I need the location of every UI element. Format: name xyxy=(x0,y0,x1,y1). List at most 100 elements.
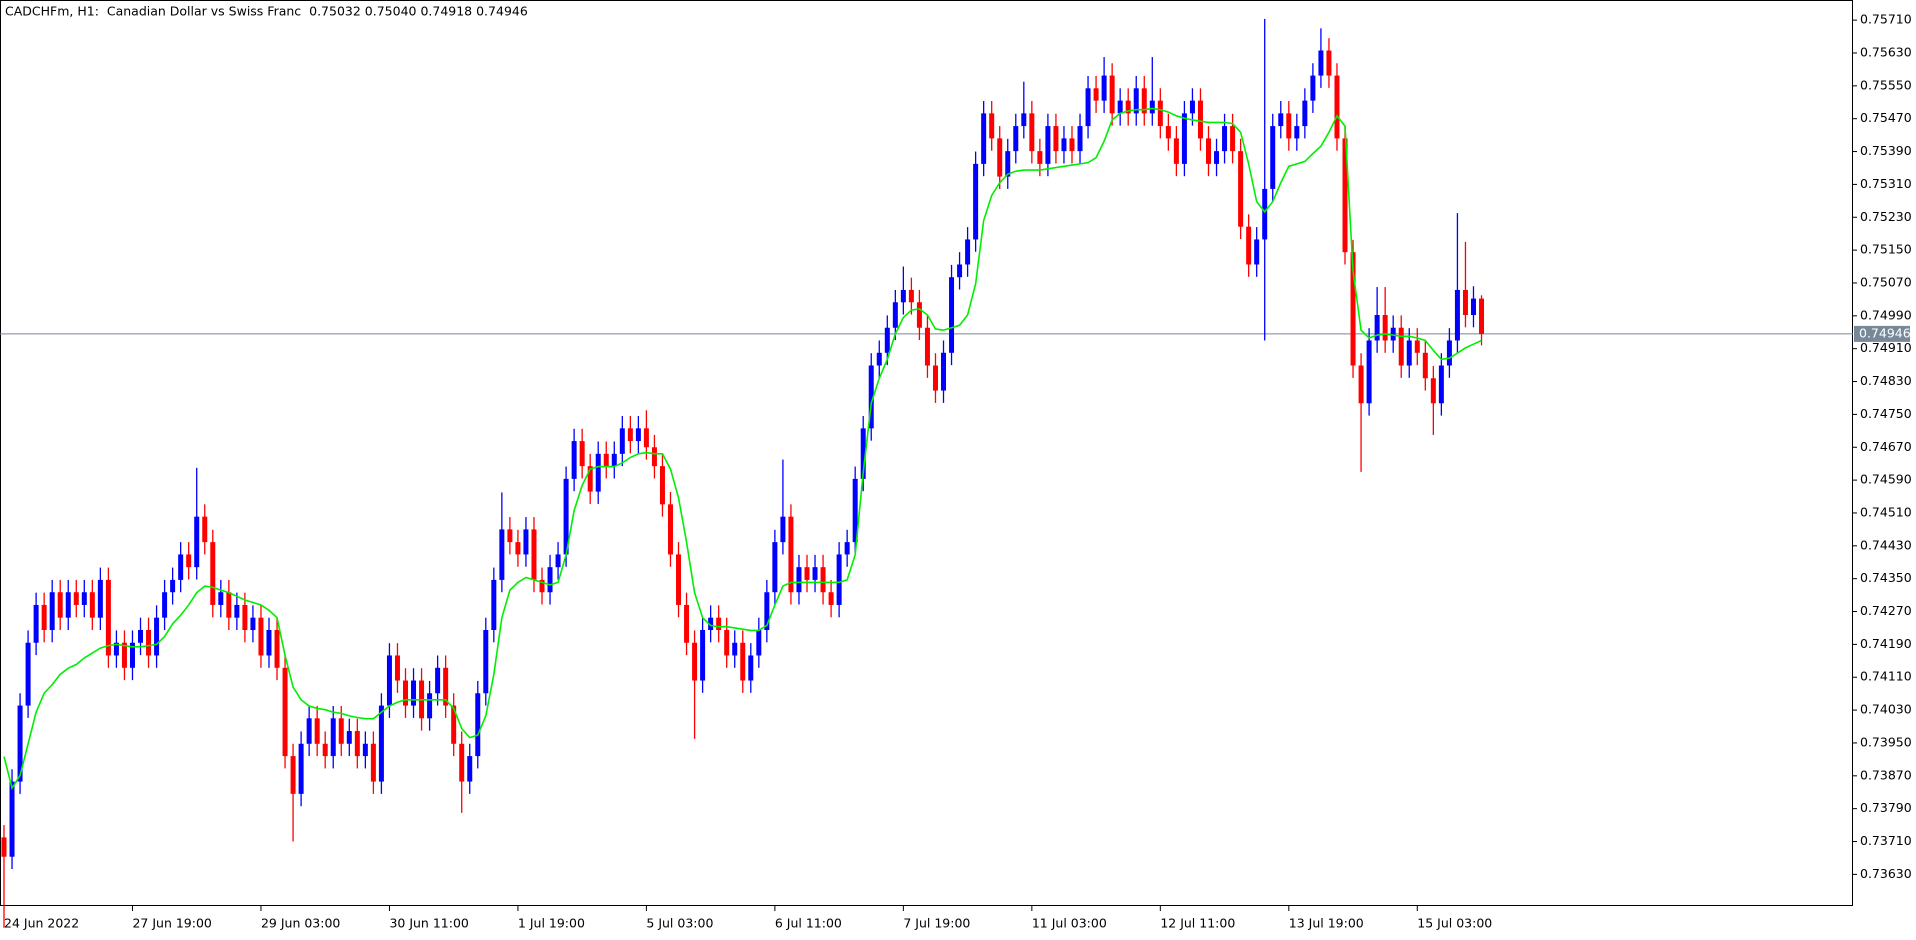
candle-body xyxy=(796,567,802,593)
candle-body xyxy=(97,579,103,618)
candle-body xyxy=(1286,113,1292,139)
x-tick-label: 7 Jul 19:00 xyxy=(903,916,970,931)
candle-body xyxy=(1173,138,1179,164)
candle-body xyxy=(298,743,304,794)
x-tick-label: 11 Jul 03:00 xyxy=(1032,916,1107,931)
candle-body xyxy=(539,579,545,593)
candle-body xyxy=(1214,151,1220,164)
candle-body xyxy=(33,604,39,643)
current-price-tag xyxy=(1854,325,1910,342)
y-tick-label: 0.73790 xyxy=(1860,800,1912,815)
candle-body xyxy=(1,837,7,857)
candle-body xyxy=(997,138,1003,177)
candle-body xyxy=(1342,138,1348,253)
candle-body xyxy=(1069,138,1075,152)
candle-body xyxy=(73,592,79,605)
candle-body xyxy=(932,365,938,391)
candle-body xyxy=(234,604,240,618)
candle-body xyxy=(1045,126,1051,164)
candle-body xyxy=(354,731,360,757)
candle-body xyxy=(949,277,955,353)
candle-body xyxy=(708,617,714,631)
candle-body xyxy=(1077,126,1083,152)
candle-body xyxy=(49,592,55,631)
candle-body xyxy=(1294,126,1300,139)
candle-body xyxy=(788,516,794,593)
candle-body xyxy=(1029,113,1035,152)
candle-body xyxy=(346,731,352,744)
candle-body xyxy=(619,428,625,454)
candle-body xyxy=(692,642,698,681)
x-tick-label: 5 Jul 03:00 xyxy=(646,916,713,931)
x-tick-label: 13 Jul 19:00 xyxy=(1289,916,1364,931)
candle-body xyxy=(844,542,850,555)
candle-body xyxy=(1165,126,1171,139)
candle-body xyxy=(635,428,641,442)
candle-body xyxy=(659,466,665,505)
candle-body xyxy=(330,718,336,757)
candle-body xyxy=(186,554,192,568)
candle-body xyxy=(1117,100,1123,114)
candle-body xyxy=(1246,226,1252,265)
y-tick-label: 0.74670 xyxy=(1860,439,1912,454)
candle-body xyxy=(1358,365,1364,404)
candle-body xyxy=(435,667,441,694)
candle-body xyxy=(89,592,95,618)
candle-body xyxy=(1206,138,1211,164)
candle-body xyxy=(1085,88,1091,127)
candle-body xyxy=(154,617,160,656)
y-tick-label: 0.74350 xyxy=(1860,570,1912,585)
candle-body xyxy=(547,567,553,593)
candle-body xyxy=(531,529,537,580)
candle-body xyxy=(1302,100,1308,127)
candle-body xyxy=(1406,340,1412,366)
candle-body xyxy=(1037,151,1043,164)
y-tick-label: 0.74990 xyxy=(1860,307,1912,322)
candle-body xyxy=(603,453,609,467)
candle-body xyxy=(1125,100,1131,114)
candle-body xyxy=(202,516,208,543)
candle-body xyxy=(1005,151,1011,177)
candle-body xyxy=(1013,126,1019,152)
candle-body xyxy=(218,592,224,605)
candle-body xyxy=(908,289,914,303)
candle-body xyxy=(226,592,232,618)
candle-body xyxy=(1157,100,1163,127)
candle-body xyxy=(852,478,858,543)
candle-body xyxy=(411,680,417,706)
candle-body xyxy=(868,365,874,429)
candle-body xyxy=(210,542,216,605)
candle-body xyxy=(860,428,866,479)
candle-body xyxy=(1334,75,1340,139)
candle-body xyxy=(1318,50,1324,76)
candle-body xyxy=(981,113,987,164)
candle-body xyxy=(716,617,722,631)
y-tick-label: 0.75550 xyxy=(1860,77,1912,92)
candle-body xyxy=(105,579,111,656)
candle-body xyxy=(1462,289,1468,316)
candle-body xyxy=(1141,88,1147,114)
y-tick-label: 0.74750 xyxy=(1860,406,1912,421)
candle-body xyxy=(17,705,23,782)
x-tick-label: 12 Jul 11:00 xyxy=(1160,916,1235,931)
y-tick-label: 0.75070 xyxy=(1860,274,1912,289)
candle-body xyxy=(129,642,135,668)
candle-body xyxy=(314,718,320,744)
candle-body xyxy=(756,630,762,656)
candle-body xyxy=(178,554,184,580)
candle-body xyxy=(627,428,633,442)
plot-frame xyxy=(0,0,1853,906)
candle-body xyxy=(916,302,922,328)
candle-body xyxy=(764,592,770,631)
candle-body xyxy=(563,478,569,555)
candle-body xyxy=(611,453,617,467)
candle-body xyxy=(700,630,706,681)
y-tick-label: 0.73950 xyxy=(1860,734,1912,749)
candle-body xyxy=(676,554,682,605)
candle-body xyxy=(9,781,15,857)
candle-body xyxy=(1398,327,1404,366)
y-tick-label: 0.75390 xyxy=(1860,143,1912,158)
y-tick-label: 0.75230 xyxy=(1860,209,1912,224)
candle-body xyxy=(113,642,119,656)
candle-body xyxy=(571,441,577,479)
